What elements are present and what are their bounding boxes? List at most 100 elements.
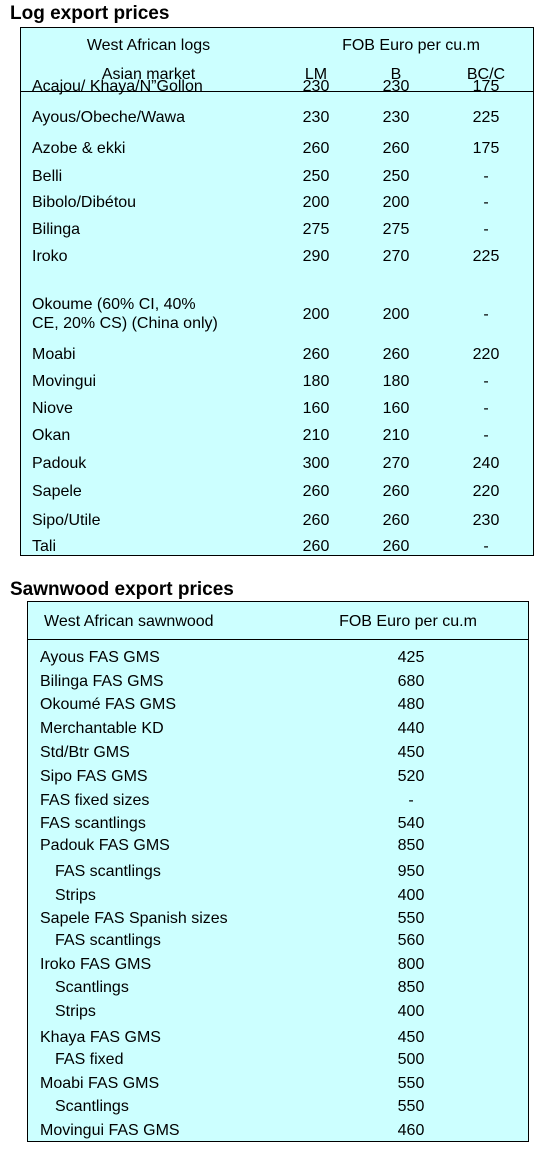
sawn-product-name: Merchantable KD <box>40 720 164 737</box>
log-species-name: Sapele <box>32 482 82 501</box>
sawn-product-name: Bilinga FAS GMS <box>40 673 164 690</box>
sawn-product-name: FAS scantlings <box>55 863 161 880</box>
log-lm-value: 275 <box>302 221 330 238</box>
log-header-species: West African logs <box>86 37 211 54</box>
sawn-price-value: 400 <box>397 1003 425 1020</box>
sawn-header-fob: FOB Euro per cu.m <box>339 613 477 630</box>
log-species-name: Tali <box>32 537 56 556</box>
sawn-price-value: 850 <box>397 837 425 854</box>
log-lm-value: 260 <box>302 483 330 500</box>
sawn-price-value: 550 <box>397 1098 425 1115</box>
sawn-product-name: Okoumé FAS GMS <box>40 696 177 713</box>
log-header-bcc: BC/C <box>466 66 506 83</box>
log-lm-value: 260 <box>302 346 330 363</box>
log-species-name: Padouk <box>32 454 86 473</box>
log-b-value: 230 <box>382 78 410 95</box>
log-species-name-line: Padouk <box>32 455 87 472</box>
sawn-price-value: 540 <box>397 815 425 832</box>
log-b-value: 180 <box>382 373 410 390</box>
log-b-value: 260 <box>382 140 410 157</box>
sawn-product-name: Sapele FAS Spanish sizes <box>40 910 228 927</box>
log-bcc-value: - <box>483 168 489 185</box>
sawn-price-value: - <box>408 792 414 809</box>
sawn-price-table: West African sawnwood FOB Euro per cu.m … <box>27 601 529 1142</box>
log-species-name-line: Azobe & ekki <box>32 140 126 157</box>
log-bcc-value: 240 <box>472 455 500 472</box>
sawn-price-value: 560 <box>397 932 425 949</box>
log-price-table: West African logs FOB Euro per cu.m Asia… <box>20 27 534 556</box>
log-species-name-line: Sapele <box>32 483 82 500</box>
sawn-export-title: Sawnwood export prices <box>10 579 234 600</box>
sawn-price-value: 450 <box>397 744 425 761</box>
log-bcc-value: - <box>483 373 489 390</box>
log-species-name: Sipo/Utile <box>32 511 100 530</box>
log-b-value: 260 <box>382 512 410 529</box>
sawn-product-name: Padouk FAS GMS <box>40 837 170 854</box>
sawn-price-value: 550 <box>397 1075 425 1092</box>
log-lm-value: 260 <box>302 512 330 529</box>
log-species-name-line: Okoume (60% CI, 40% <box>32 296 196 313</box>
log-species-name-line: Iroko <box>32 248 68 265</box>
sawn-product-name: FAS scantlings <box>55 932 161 949</box>
log-species-name: Niove <box>32 399 73 418</box>
log-lm-value: 290 <box>302 248 330 265</box>
sawn-product-name: FAS fixed sizes <box>40 792 150 809</box>
log-header-divider <box>21 91 533 92</box>
log-header-lm: LM <box>304 66 328 83</box>
log-lm-value: 250 <box>302 168 330 185</box>
log-b-value: 270 <box>382 455 410 472</box>
log-species-name-line: Okan <box>32 427 71 444</box>
log-species-name: Okoume (60% CI, 40% CE, 20% CS) (China on… <box>32 295 218 333</box>
log-b-value: 250 <box>382 168 410 185</box>
log-lm-value: 230 <box>302 109 330 126</box>
log-species-name-line: CE, 20% CS) (China only) <box>32 315 218 332</box>
log-bcc-value: - <box>483 306 489 323</box>
log-b-value: 200 <box>382 306 410 323</box>
log-species-name: Azobe & ekki <box>32 139 125 158</box>
log-bcc-value: 220 <box>472 483 500 500</box>
log-lm-value: 200 <box>302 306 330 323</box>
log-bcc-value: 230 <box>472 512 500 529</box>
log-species-name-line: Movingui <box>32 373 97 390</box>
log-b-value: 260 <box>382 538 410 555</box>
log-species-name: Ayous/Obeche/Wawa <box>32 108 185 127</box>
log-header-b: B <box>390 66 402 83</box>
sawn-product-name: Movingui FAS GMS <box>40 1122 180 1139</box>
log-header-market: Asian market <box>101 66 196 83</box>
sawn-price-value: 800 <box>397 956 425 973</box>
log-bcc-value: - <box>483 400 489 417</box>
sawn-price-value: 450 <box>397 1029 425 1046</box>
sawn-price-value: 520 <box>397 768 425 785</box>
log-species-name-line: Sipo/Utile <box>32 512 101 529</box>
sawn-price-value: 440 <box>397 720 425 737</box>
log-species-name: Movingui <box>32 372 96 391</box>
sawn-product-name: Scantlings <box>55 1098 129 1115</box>
sawn-product-name: Moabi FAS GMS <box>40 1075 160 1092</box>
sawn-price-value: 400 <box>397 887 425 904</box>
sawn-header-species: West African sawnwood <box>44 613 214 630</box>
log-bcc-value: 225 <box>472 109 500 126</box>
sawn-header-divider <box>28 639 528 640</box>
log-lm-value: 180 <box>302 373 330 390</box>
log-species-name: Belli <box>32 167 62 186</box>
sawn-price-value: 480 <box>397 696 425 713</box>
sawn-product-name: Std/Btr GMS <box>40 744 130 761</box>
sawn-price-value: 680 <box>397 673 425 690</box>
log-lm-value: 210 <box>302 427 330 444</box>
log-bcc-value: - <box>483 427 489 444</box>
log-lm-value: 260 <box>302 538 330 555</box>
log-species-name: Moabi <box>32 345 76 364</box>
log-bcc-value: 220 <box>472 346 500 363</box>
log-header-fob: FOB Euro per cu.m <box>342 37 480 54</box>
log-b-value: 275 <box>382 221 410 238</box>
sawn-product-name: FAS fixed <box>55 1051 124 1068</box>
log-lm-value: 230 <box>302 78 330 95</box>
sawn-product-name: FAS scantlings <box>40 815 146 832</box>
log-bcc-value: 225 <box>472 248 500 265</box>
log-bcc-value: - <box>483 194 489 211</box>
log-lm-value: 300 <box>302 455 330 472</box>
log-species-name: Bibolo/Dibétou <box>32 193 136 212</box>
sawn-product-name: Strips <box>55 1003 96 1020</box>
sawn-product-name: Iroko FAS GMS <box>40 956 152 973</box>
sawn-product-name: Strips <box>55 887 96 904</box>
